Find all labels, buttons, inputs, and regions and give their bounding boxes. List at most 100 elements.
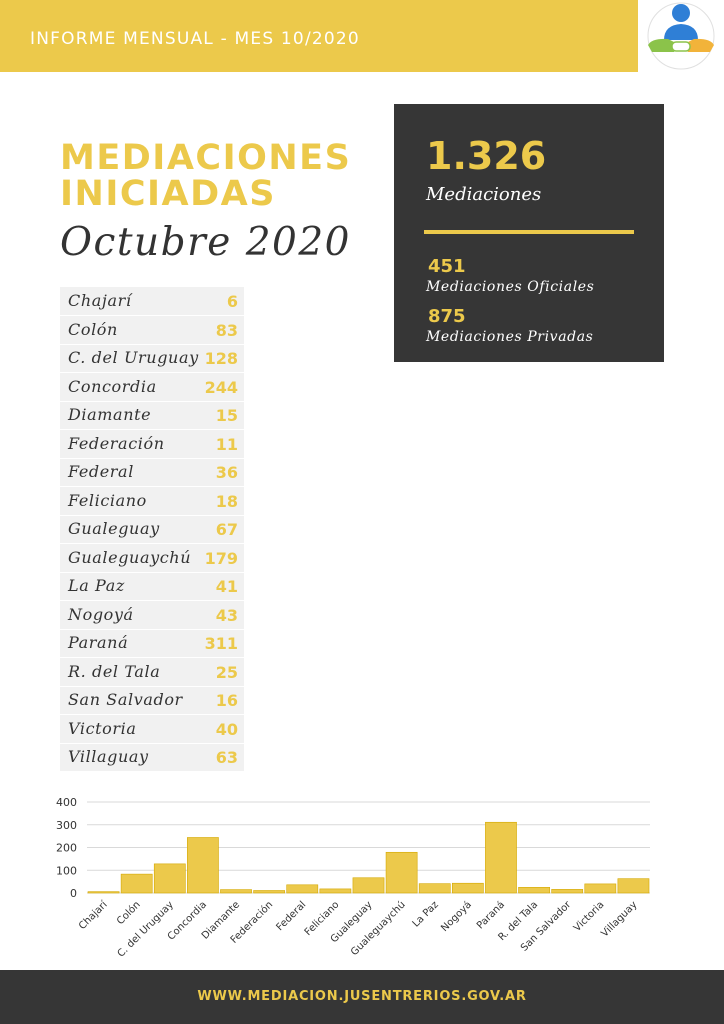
department-name: Colón: [68, 319, 118, 339]
y-tick-label: 100: [56, 864, 77, 877]
chart-bar: [485, 821, 517, 894]
table-row: Victoria 40: [60, 715, 244, 744]
chart-bar: [418, 883, 451, 894]
mediation-logo-icon: [647, 2, 715, 70]
department-name: Villaguay: [68, 747, 149, 766]
x-tick-label: Gualeguaychú: [348, 899, 407, 958]
department-count: 63: [215, 748, 238, 767]
chart-bar: [120, 873, 153, 894]
chart-bar: [253, 890, 286, 894]
chart-bar: [319, 888, 352, 894]
department-name: La Paz: [68, 576, 125, 595]
department-name: Federación: [68, 433, 165, 453]
main-title-line2: INICIADAS: [60, 174, 276, 214]
privadas-count: 875: [428, 306, 466, 327]
total-label: Mediaciones: [426, 184, 542, 205]
chart-bar: [584, 883, 617, 894]
department-name: R. del Tala: [68, 661, 161, 681]
x-tick-label: La Paz: [411, 899, 441, 929]
department-count: 67: [215, 520, 238, 539]
department-name: Chajarí: [68, 291, 132, 310]
table-row: La Paz 41: [60, 572, 244, 601]
oficiales-count: 451: [428, 256, 466, 277]
y-tick-label: 0: [70, 887, 77, 900]
department-name: Nogoyá: [68, 604, 134, 624]
x-tick-label: Villaguay: [599, 899, 639, 939]
department-name: Concordia: [68, 376, 157, 396]
chart-bar: [352, 877, 385, 894]
department-count: 36: [215, 463, 238, 482]
table-row: R. del Tala 25: [60, 658, 244, 687]
chart-bar: [518, 887, 550, 894]
table-row: C. del Uruguay 128: [60, 344, 244, 373]
header-bar: INFORME MENSUAL - MES 10/2020: [0, 0, 638, 72]
chart-bar: [451, 882, 484, 894]
department-count: 11: [215, 434, 238, 454]
department-count: 244: [204, 377, 238, 397]
stats-divider: [424, 230, 634, 234]
table-row: San Salvador 16: [60, 686, 244, 715]
chart-bar: [187, 837, 219, 894]
chart-bar: [220, 889, 252, 894]
table-row: Diamante 15: [60, 401, 244, 430]
table-row: Feliciano 18: [60, 487, 244, 516]
department-count: 18: [215, 491, 238, 511]
chart-bar: [153, 863, 186, 894]
department-name: Diamante: [68, 405, 152, 424]
table-row: Nogoyá 43: [60, 601, 244, 630]
oficiales-label: Mediaciones Oficiales: [426, 279, 595, 295]
department-count: 15: [215, 406, 238, 425]
department-count: 40: [215, 719, 238, 739]
department-count: 25: [215, 662, 238, 682]
chart-bar: [385, 851, 418, 894]
department-count: 6: [226, 292, 238, 311]
logo-container: [638, 0, 724, 72]
y-tick-label: 200: [56, 842, 77, 855]
footer-url[interactable]: WWW.MEDIACION.JUSENTRERIOS.GOV.AR: [197, 989, 527, 1004]
table-row: Chajarí 6: [60, 287, 244, 316]
report-title: INFORME MENSUAL - MES 10/2020: [30, 29, 360, 49]
chart-bar: [551, 889, 584, 894]
stats-panel: 1.326 Mediaciones 451 Mediaciones Oficia…: [394, 104, 664, 362]
department-table: Chajarí 6 Colón 83 C. del Uruguay 128 Conco…: [60, 287, 244, 772]
department-count: 179: [204, 548, 238, 568]
department-name: Paraná: [68, 633, 129, 652]
privadas-label: Mediaciones Privadas: [426, 329, 594, 345]
table-row: Gualeguaychú 179: [60, 544, 244, 573]
y-tick-label: 400: [56, 796, 77, 809]
table-row: Federal 36: [60, 458, 244, 487]
x-tick-label: Federal: [275, 899, 309, 933]
main-title-line1: MEDIACIONES: [60, 138, 352, 178]
footer-bar: WWW.MEDIACION.JUSENTRERIOS.GOV.AR: [0, 970, 724, 1024]
department-count: 16: [215, 691, 238, 710]
table-row: Paraná 311: [60, 629, 244, 658]
x-tick-label: Chajarí: [76, 898, 110, 932]
department-name: Victoria: [68, 718, 137, 738]
month-subtitle: Octubre 2020: [60, 220, 351, 265]
department-name: C. del Uruguay: [68, 348, 199, 367]
bar-chart: 0 100 200 300 400 Chajarí Colón C. del Uruguay C…: [40, 790, 660, 970]
department-count: 41: [215, 577, 238, 596]
department-name: Gualeguay: [68, 519, 160, 538]
x-tick-label: Paraná: [474, 899, 507, 932]
x-tick-label: Colón: [114, 899, 143, 928]
department-count: 128: [204, 349, 238, 368]
department-name: San Salvador: [68, 690, 183, 709]
chart-bar: [617, 878, 650, 894]
table-row: Concordia 244: [60, 373, 244, 402]
table-row: Gualeguay 67: [60, 515, 244, 544]
chart-bar: [286, 884, 319, 894]
department-count: 83: [215, 320, 238, 340]
table-row: Federación 11: [60, 430, 244, 459]
chart-bar: [87, 891, 120, 894]
x-tick-label: Nogoyá: [439, 899, 474, 934]
department-name: Federal: [68, 462, 134, 481]
department-count: 43: [215, 605, 238, 625]
department-count: 311: [204, 634, 238, 653]
table-row: Colón 83: [60, 316, 244, 345]
total-count: 1.326: [426, 134, 547, 178]
table-row: Villaguay 63: [60, 743, 244, 772]
department-name: Gualeguaychú: [68, 547, 192, 567]
y-tick-label: 300: [56, 819, 77, 832]
